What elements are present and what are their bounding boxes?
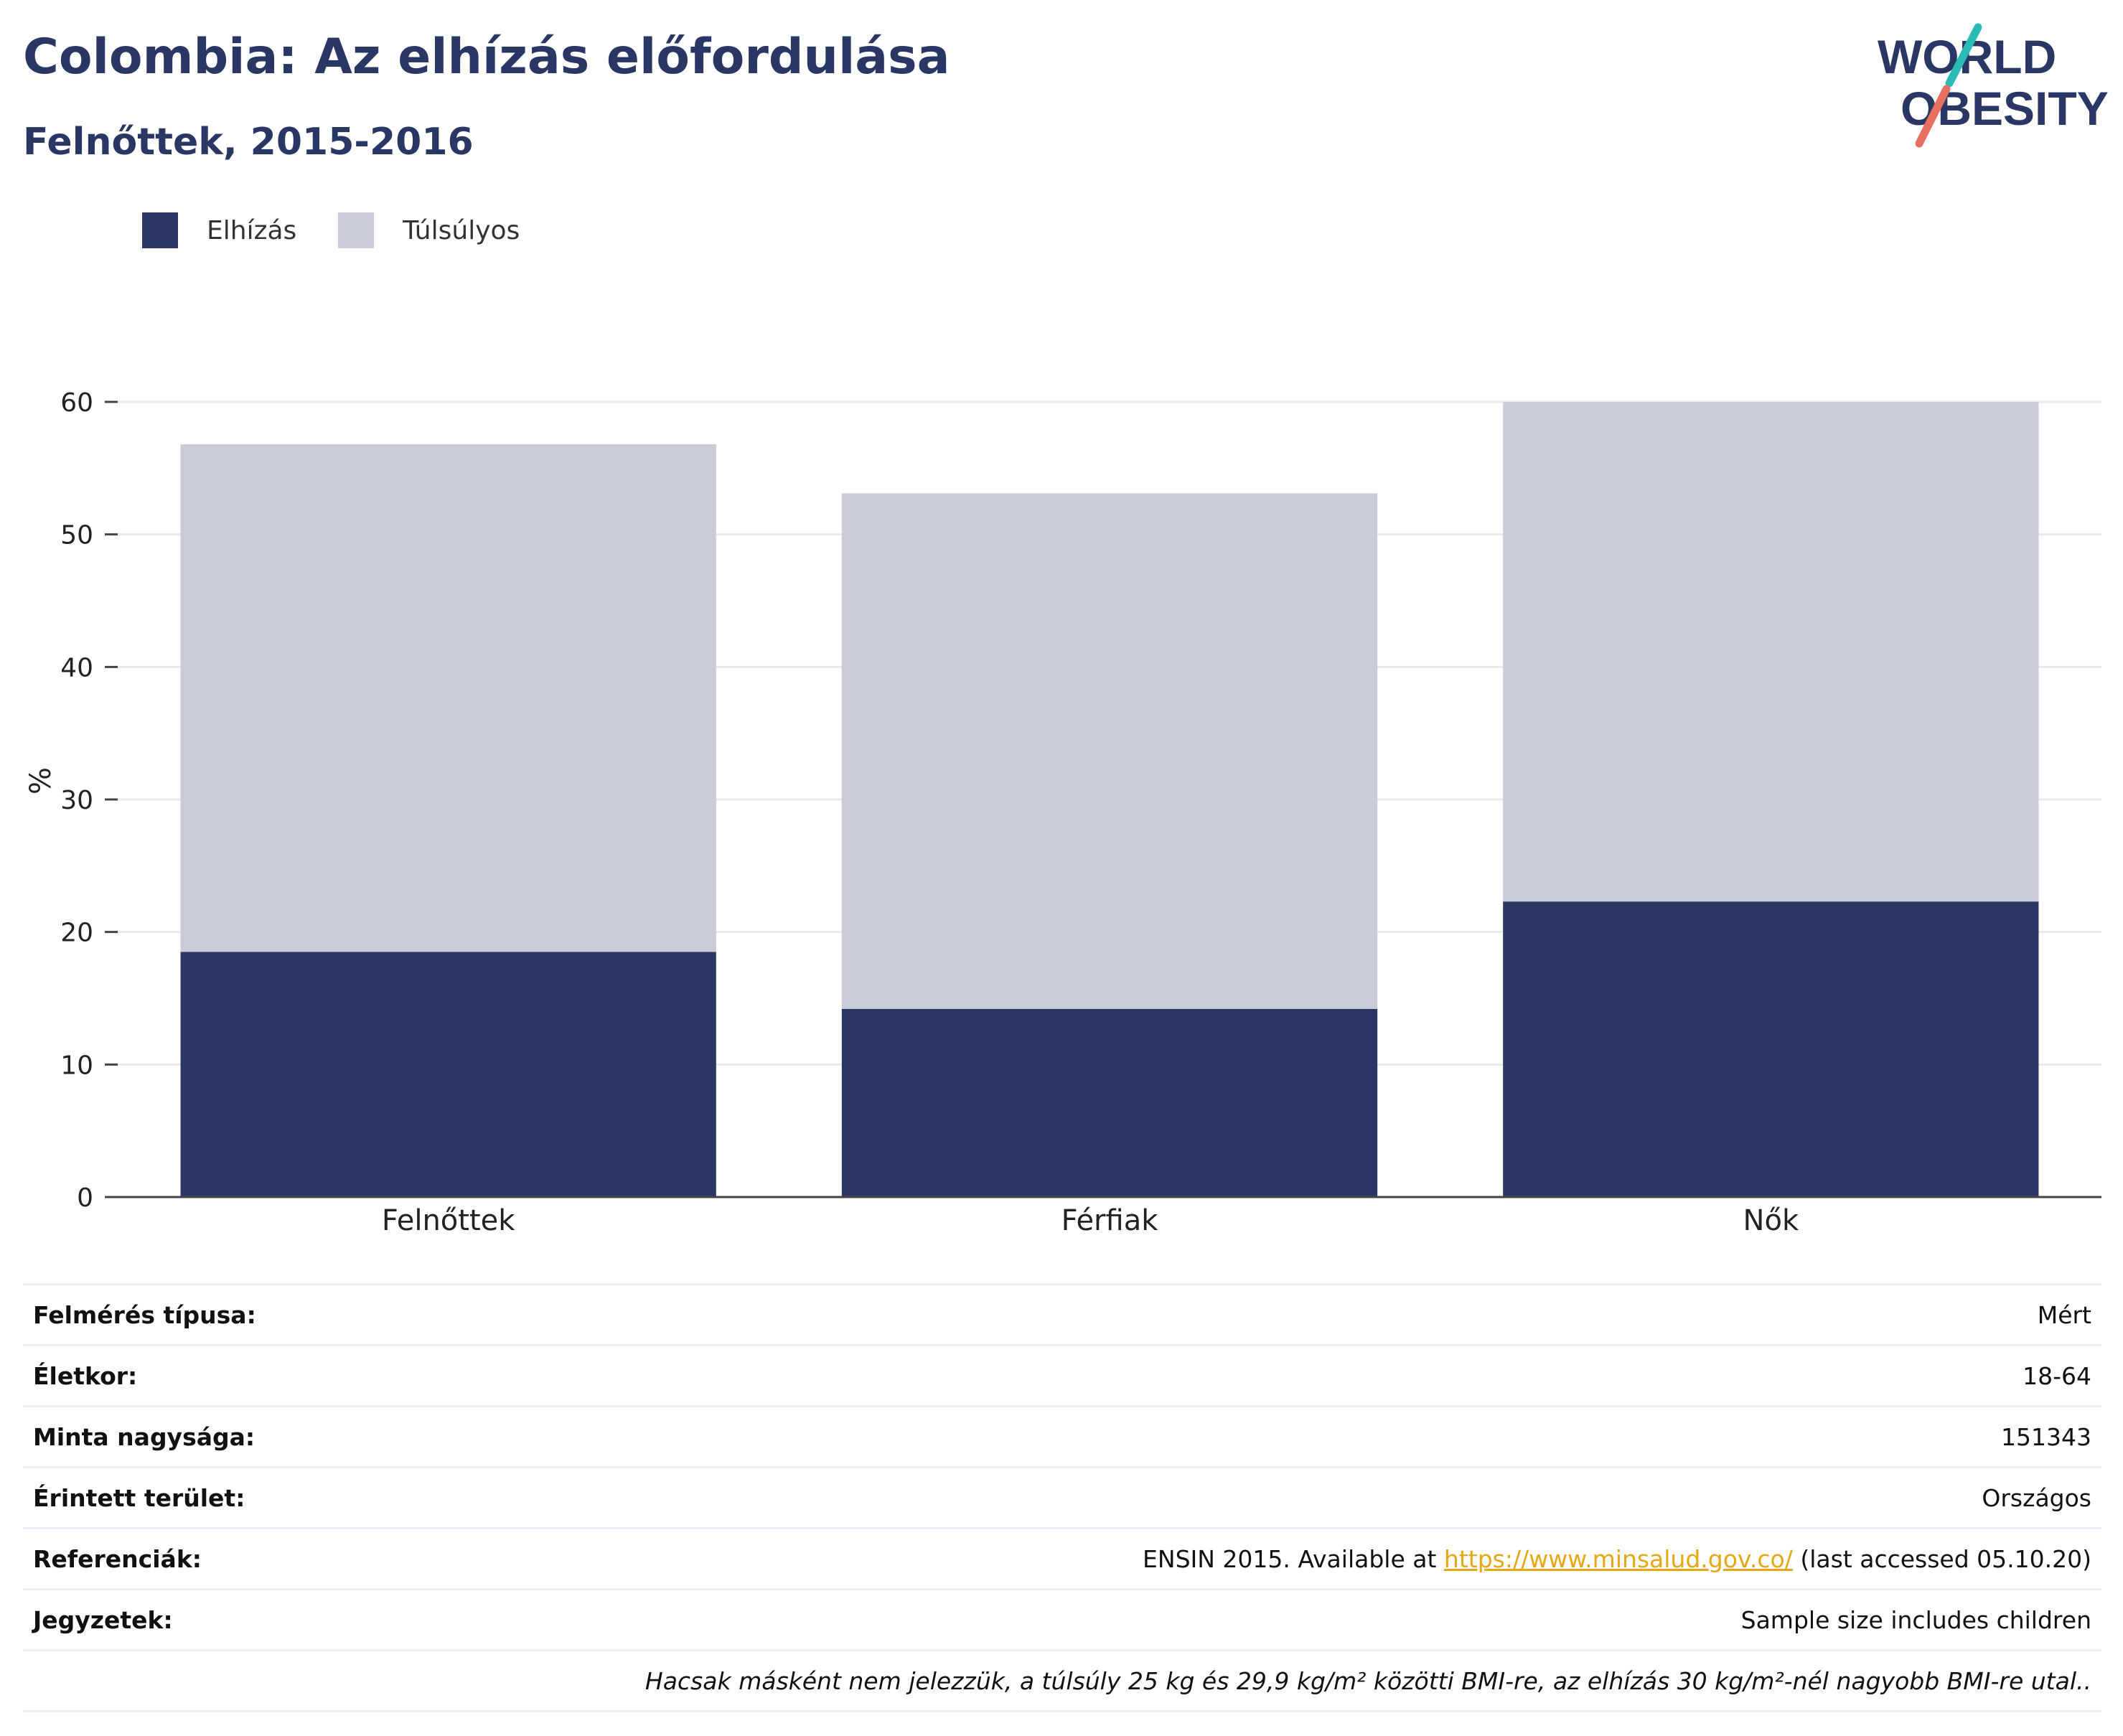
meta-row-references: Referenciák: ENSIN 2015. Available at ht… [23, 1527, 2101, 1590]
logo-slash-teal [1945, 23, 1982, 88]
legend-item-overweight[interactable]: Túlsúlyos [338, 212, 520, 248]
meta-label: Jegyzetek: [23, 1588, 440, 1651]
meta-label: Referenciák: [23, 1527, 440, 1590]
meta-row-age: Életkor: 18-64 [23, 1344, 2101, 1407]
meta-value: Sample size includes children [439, 1588, 2101, 1651]
meta-label: Minta nagysága: [23, 1405, 440, 1468]
y-tick-label: 10 [60, 1051, 93, 1080]
meta-value: 151343 [439, 1405, 2101, 1468]
bar-obesity[interactable] [1503, 901, 2039, 1197]
meta-row-notes: Jegyzetek: Sample size includes children [23, 1588, 2101, 1651]
bar-overweight[interactable] [1503, 402, 2039, 902]
y-tick-label: 20 [60, 919, 93, 948]
y-tick-label: 30 [60, 786, 93, 815]
x-tick-label: Nők [1743, 1204, 1799, 1237]
meta-label: Érintett terület: [23, 1466, 440, 1529]
meta-row-sample-size: Minta nagysága: 151343 [23, 1405, 2101, 1468]
y-tick-label: 40 [60, 653, 93, 682]
meta-value: 18-64 [439, 1344, 2101, 1407]
meta-value: Országos [439, 1466, 2101, 1529]
bar-obesity[interactable] [841, 1008, 1378, 1197]
footnote: Hacsak másként nem jelezzük, a túlsúly 2… [23, 1649, 2101, 1712]
x-tick-label: Felnőttek [382, 1204, 515, 1237]
bar-obesity[interactable] [180, 952, 716, 1197]
legend-item-obesity[interactable]: Elhízás [142, 212, 296, 248]
bar-overweight[interactable] [180, 444, 716, 952]
legend-label-overweight: Túlsúlyos [403, 215, 520, 245]
bars [180, 402, 2039, 1197]
x-axis-ticks: Felnőttek Férfiak Nők [382, 1204, 1799, 1237]
reference-link[interactable]: https://www.minsalud.gov.co/ [1443, 1544, 1793, 1573]
legend-swatch-obesity [142, 212, 178, 248]
y-axis-ticks: 0 10 20 30 40 50 60 [60, 388, 118, 1213]
meta-value: Mért [439, 1283, 2101, 1346]
world-obesity-logo: WORLD OBESITY [1878, 23, 2109, 148]
meta-row-footnote: Hacsak másként nem jelezzük, a túlsúly 2… [23, 1649, 2101, 1712]
y-tick-label: 0 [77, 1183, 93, 1213]
x-tick-label: Férfiak [1062, 1204, 1159, 1237]
meta-value: ENSIN 2015. Available at https://www.min… [439, 1527, 2101, 1590]
chart-legend: Elhízás Túlsúlyos [142, 212, 561, 248]
y-tick-label: 50 [60, 521, 93, 550]
survey-details-table: Felmérés típusa: Mért Életkor: 18-64 Min… [23, 1283, 2101, 1712]
legend-label-obesity: Elhízás [207, 215, 297, 245]
chart-title: Colombia: Az elhízás előfordulása [23, 29, 950, 85]
meta-label: Életkor: [23, 1344, 440, 1407]
y-axis-label: % [24, 767, 57, 794]
bar-overweight[interactable] [841, 493, 1378, 1009]
meta-row-survey-type: Felmérés típusa: Mért [23, 1283, 2101, 1346]
y-tick-label: 60 [60, 388, 93, 418]
chart-subtitle: Felnőttek, 2015-2016 [23, 121, 474, 164]
reference-suffix: (last accessed 05.10.20) [1792, 1544, 2091, 1573]
legend-swatch-overweight [338, 212, 375, 248]
meta-label: Felmérés típusa: [23, 1283, 440, 1346]
logo-slash-coral [1915, 85, 1951, 148]
reference-prefix: ENSIN 2015. Available at [1143, 1544, 1444, 1573]
meta-row-area: Érintett terület: Országos [23, 1466, 2101, 1529]
stacked-bar-chart: 0 10 20 30 40 50 60 Felnőttek Férfiak Nők % [24, 388, 2101, 1237]
